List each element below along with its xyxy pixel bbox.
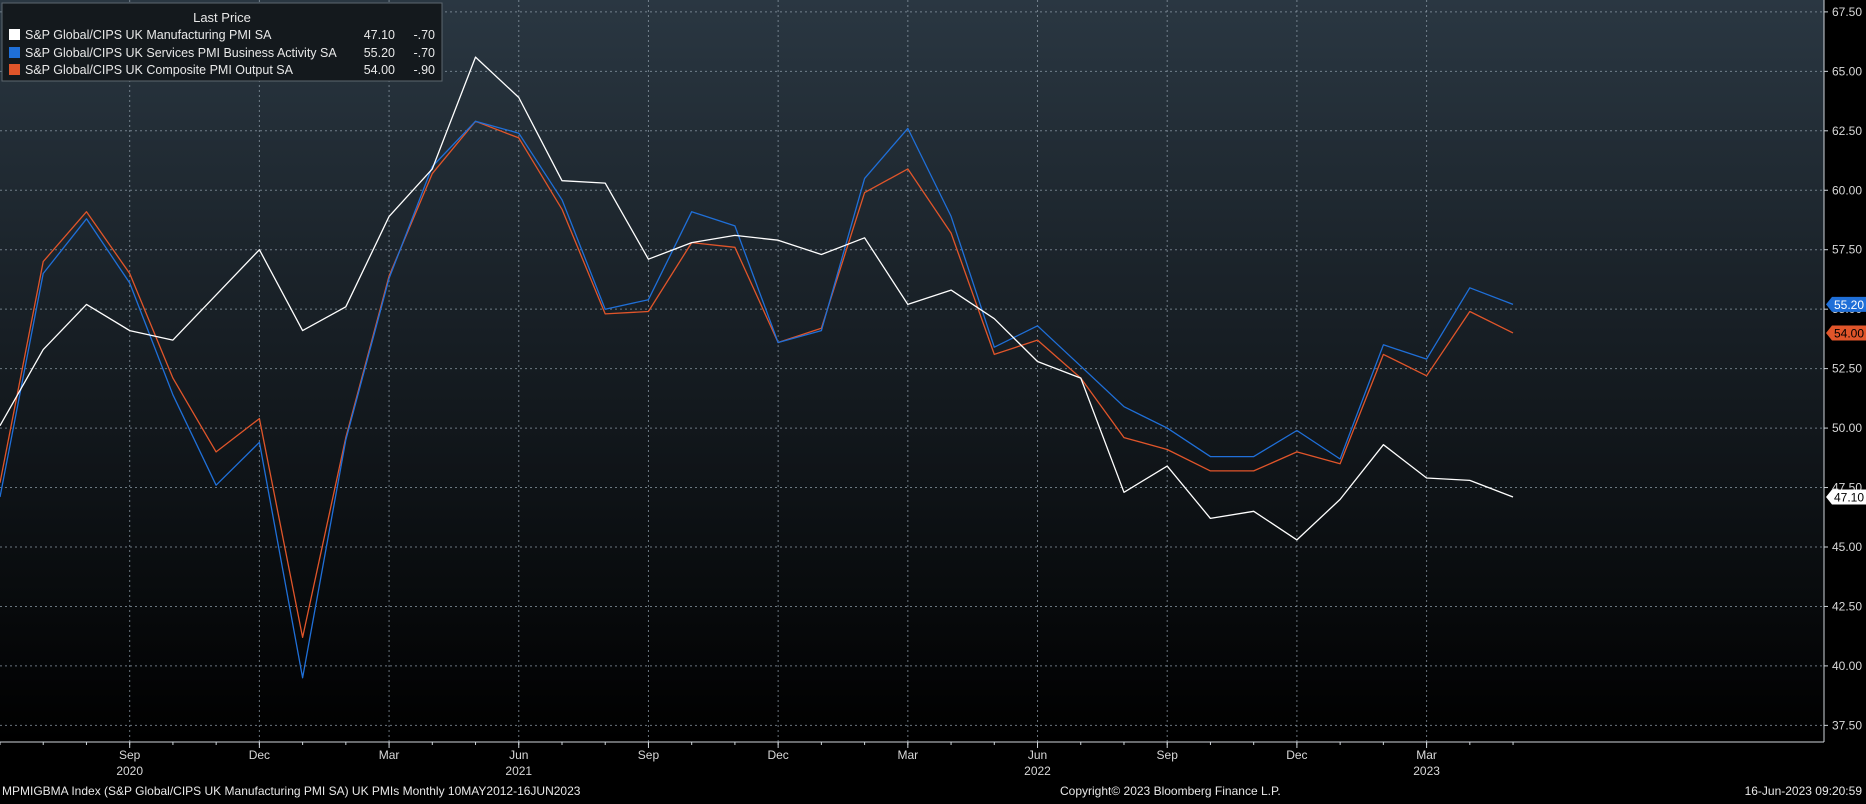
legend-change-composite: -.90 [413,63,435,77]
x-tick-labels: Sep Dec Mar Jun Sep Dec Mar Jun Sep Dec Mar 2020 202… [0,742,1514,778]
x-tick-label-month: Dec [767,748,788,762]
footer-timestamp: 16-Jun-2023 09:20:59 [1745,784,1863,798]
x-tick-label-month: Jun [1028,748,1047,762]
y-tick-label: 57.50 [1832,243,1862,257]
x-tick-label-year: 2023 [1413,764,1440,778]
y-tick-label: 42.50 [1832,599,1862,613]
series-line-composite [0,120,1514,639]
y-tick-label: 45.00 [1832,540,1862,554]
y-tick-label: 62.50 [1832,124,1862,138]
y-tick-label: 52.50 [1832,362,1862,376]
last-value-tag-manufacturing [1826,489,1866,505]
legend-value-composite: 54.00 [364,63,395,77]
last-value-tags: 55.20 54.00 47.10 [1826,296,1866,505]
x-tick-label-month: Sep [119,748,141,762]
x-tick-label-year: 2020 [116,764,143,778]
x-tick-label-month: Dec [1286,748,1307,762]
x-tick-label-month: Mar [897,748,918,762]
last-value-label-services: 55.20 [1834,298,1864,312]
x-tick-label-month: Sep [1157,748,1179,762]
legend-swatch-composite [9,64,20,75]
series-lines [0,56,1514,679]
y-tick-label: 50.00 [1832,421,1862,435]
x-tick-label-month: Sep [638,748,660,762]
x-tick-label-month: Jun [509,748,528,762]
x-tick-label-year: 2022 [1024,764,1051,778]
legend-change-manufacturing: -.70 [413,28,435,42]
x-tick-label-month: Mar [379,748,400,762]
series-line-services [0,120,1514,679]
legend: Last Price S&P Global/CIPS UK Manufactur… [1,2,443,82]
legend-label-composite: S&P Global/CIPS UK Composite PMI Output … [25,63,294,77]
y-tick-label: 37.50 [1832,718,1862,732]
footer-copyright: Copyright© 2023 Bloomberg Finance L.P. [1060,784,1281,798]
y-tick-label: 60.00 [1832,183,1862,197]
legend-label-manufacturing: S&P Global/CIPS UK Manufacturing PMI SA [25,28,272,42]
footer: MPMIGBMA Index (S&P Global/CIPS UK Manuf… [2,784,1862,798]
x-tick-label-year: 2021 [505,764,532,778]
series-line-manufacturing [0,56,1514,541]
plot-area [0,0,1824,742]
legend-swatch-services [9,47,20,58]
grid-lines [0,0,1824,742]
x-tick-label-month: Dec [249,748,270,762]
legend-box [1,2,443,82]
footer-source: MPMIGBMA Index (S&P Global/CIPS UK Manuf… [2,784,581,798]
legend-change-services: -.70 [413,46,435,60]
last-value-label-composite: 54.00 [1834,326,1864,340]
y-tick-label: 65.00 [1832,64,1862,78]
legend-value-services: 55.20 [364,46,395,60]
legend-label-services: S&P Global/CIPS UK Services PMI Business… [25,46,337,60]
legend-header: Last Price [193,10,251,25]
y-tick-label: 67.50 [1832,5,1862,19]
last-value-tag-composite [1826,325,1866,341]
last-value-tag-services [1826,296,1866,312]
legend-swatch-manufacturing [9,29,20,40]
legend-value-manufacturing: 47.10 [364,28,395,42]
y-tick-label: 40.00 [1832,659,1862,673]
x-tick-label-month: Mar [1416,748,1437,762]
axes [0,0,1825,743]
last-value-label-manufacturing: 47.10 [1834,491,1864,505]
